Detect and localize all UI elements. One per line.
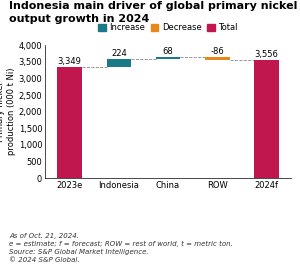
Text: Indonesia main driver of global primary nickel
output growth in 2024: Indonesia main driver of global primary … bbox=[9, 1, 297, 24]
Text: 224: 224 bbox=[111, 49, 127, 58]
Bar bbox=[106, 59, 131, 67]
Bar bbox=[205, 57, 230, 60]
Bar bbox=[254, 60, 279, 178]
Text: 3,349: 3,349 bbox=[58, 57, 82, 66]
Text: 3,556: 3,556 bbox=[254, 50, 278, 59]
Text: As of Oct. 21, 2024.
e = estimate; f = forecast; ROW = rest of world, t = metric: As of Oct. 21, 2024. e = estimate; f = f… bbox=[9, 233, 233, 263]
Text: -86: -86 bbox=[210, 47, 224, 56]
Bar bbox=[57, 67, 82, 178]
Text: 68: 68 bbox=[163, 47, 173, 56]
Bar bbox=[156, 57, 180, 59]
Y-axis label: Primary nickel
production (000 t Ni): Primary nickel production (000 t Ni) bbox=[0, 68, 16, 155]
Legend: Increase, Decrease, Total: Increase, Decrease, Total bbox=[95, 20, 241, 36]
